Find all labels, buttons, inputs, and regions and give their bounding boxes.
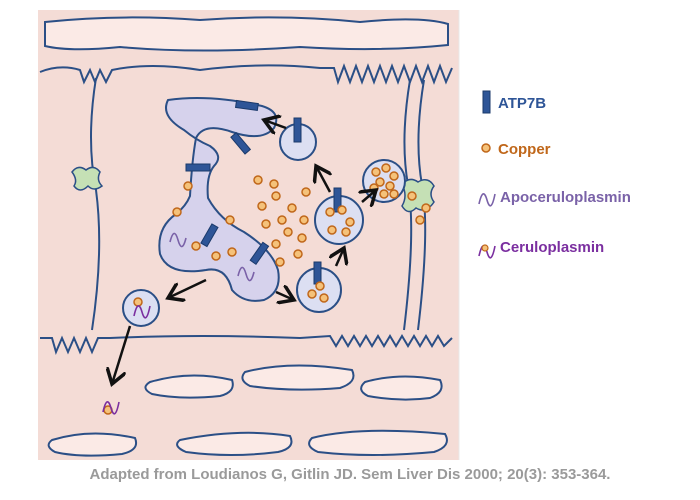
copper-atom — [307, 289, 317, 299]
copper-atom — [421, 203, 431, 213]
copper-atom — [269, 179, 279, 189]
copper-atom — [275, 257, 285, 267]
blood-cells — [47, 364, 448, 457]
atp7b-icon — [482, 90, 491, 114]
top-cell-strip — [44, 16, 449, 52]
atp7b-marker — [234, 99, 259, 112]
copper-atom — [341, 227, 351, 237]
arrow — [168, 278, 207, 298]
blood-cell — [241, 364, 355, 391]
vesicle-atp7b — [293, 117, 342, 285]
copper-atom — [415, 215, 425, 225]
legend-label-apoceruloplasmin: Apoceruloplasmin — [500, 189, 631, 206]
copper-atom — [257, 201, 267, 211]
atp7b-marker — [313, 261, 322, 285]
copper-atom — [211, 251, 221, 261]
atp7b-marker — [249, 241, 270, 266]
copper-atom — [325, 207, 335, 217]
copper-atom — [371, 167, 381, 177]
legend-item-atp7b: ATP7B — [482, 90, 546, 114]
copper-atoms — [103, 163, 431, 415]
copper-atom — [271, 239, 281, 249]
copper-atom — [191, 241, 201, 251]
citation: Adapted from Loudianos G, Gitlin JD. Sem… — [89, 466, 611, 483]
atp7b-marker — [293, 117, 302, 143]
copper-atom — [345, 217, 355, 227]
transport-arrows — [112, 120, 376, 384]
copper-atom — [327, 225, 337, 235]
copper-atom — [315, 281, 325, 291]
copper-atom — [381, 163, 391, 173]
apoceruloplasmin-squiggle — [237, 266, 255, 282]
copper-atom — [389, 171, 399, 181]
arrow — [264, 120, 287, 128]
copper-atom — [253, 175, 263, 185]
copper-atom — [297, 233, 307, 243]
arrow — [275, 292, 294, 300]
arrow — [112, 325, 132, 384]
legend-label-copper: Copper — [498, 141, 551, 158]
legend: ATP7B Copper Apoceruloplasmin Ceruloplas… — [478, 90, 631, 259]
atp7b-marker — [333, 187, 342, 213]
ceruloplasmin-icon — [478, 245, 496, 259]
atp7b-marker — [200, 223, 219, 248]
ceruloplasmin-molecules — [102, 305, 151, 415]
legend-item-copper: Copper — [481, 141, 551, 158]
copper-atom — [337, 205, 347, 215]
atp7b-marker — [230, 131, 252, 155]
copper-atom — [299, 215, 309, 225]
copper-atom — [301, 187, 311, 197]
copper-atom — [183, 181, 193, 191]
copper-icon — [481, 143, 491, 153]
junction-protein-left — [71, 166, 104, 191]
blood-cell — [47, 432, 138, 457]
copper-atom — [271, 191, 281, 201]
cell-membrane-bottom — [40, 334, 453, 355]
copper-atom — [225, 215, 235, 225]
copper-atom — [385, 181, 395, 191]
atp7b-marker — [185, 163, 211, 172]
arrow — [362, 190, 376, 202]
copper-atom — [293, 249, 303, 259]
copper-atom — [283, 227, 293, 237]
copper-atom — [389, 189, 399, 199]
arrow — [316, 166, 330, 193]
copper-atom — [319, 293, 329, 303]
legend-item-ceruloplasmin: Ceruloplasmin — [478, 239, 604, 259]
copper-atom — [407, 191, 417, 201]
blood-cell — [360, 375, 443, 401]
copper-atom — [277, 215, 287, 225]
cell-membrane-top — [39, 63, 453, 86]
cell-membrane-left — [90, 77, 101, 331]
legend-item-apoceruloplasmin: Apoceruloplasmin — [478, 189, 631, 207]
blood-cell — [176, 431, 293, 456]
copper-atom — [227, 247, 237, 257]
blood-cell — [144, 374, 234, 399]
copper-atom — [261, 219, 271, 229]
blood-cell — [308, 429, 448, 456]
legend-label-ceruloplasmin: Ceruloplasmin — [500, 239, 604, 256]
arrow — [336, 248, 344, 267]
apoceruloplasmin-icon — [478, 193, 496, 207]
apoceruloplasmin-squiggle — [169, 232, 187, 248]
golgi-apoceruloplasmin — [169, 232, 255, 282]
ceruloplasmin-squiggle — [102, 401, 120, 415]
copper-atom — [375, 177, 385, 187]
ceruloplasmin-squiggle — [133, 305, 151, 319]
copper-atom — [172, 207, 182, 217]
copper-atom — [287, 203, 297, 213]
copper-atom — [133, 297, 143, 307]
copper-atom — [379, 189, 389, 199]
golgi-atp7b — [185, 99, 270, 266]
legend-label-atp7b: ATP7B — [498, 95, 546, 112]
ceruloplasmin-copper-dot — [481, 244, 489, 252]
golgi-network — [158, 97, 280, 302]
